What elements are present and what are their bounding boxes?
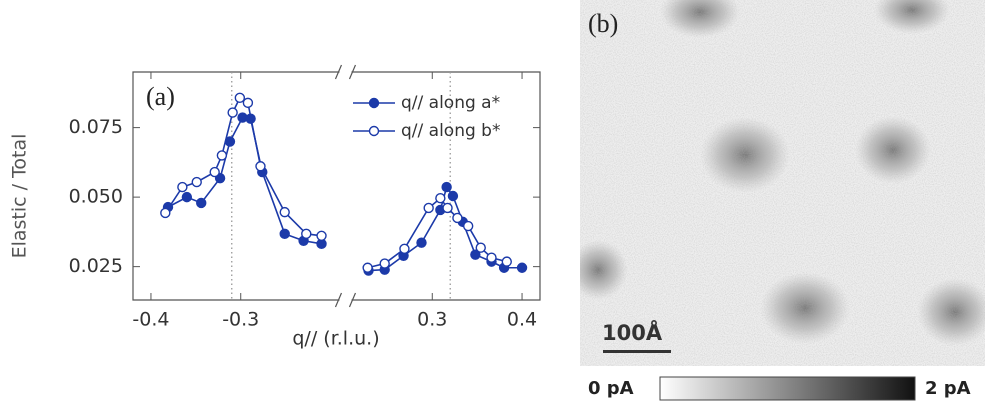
panel-label: (a) (146, 82, 175, 111)
axis-break (334, 64, 357, 80)
data-point (209, 166, 220, 178)
x-tick-label: -0.4 (132, 309, 169, 331)
data-point (486, 252, 497, 263)
scale-bar-label: 100Å (602, 320, 663, 345)
axis-frame (132, 71, 340, 301)
colorbar-label: 0 pA (588, 378, 634, 399)
legend-marker (368, 97, 380, 109)
data-point (181, 191, 193, 203)
panel-b: (b) 100Å 0 pA 2 pA (580, 0, 985, 401)
data-point (423, 202, 434, 214)
panel-label: (b) (588, 9, 618, 38)
data-point (416, 237, 427, 248)
x-axis-label: q// (r.l.u.) (292, 328, 379, 350)
data-point (475, 242, 486, 253)
data-point (279, 228, 290, 240)
x-tick-label: -0.3 (222, 309, 259, 331)
data-point (196, 197, 207, 209)
y-axis-label: Elastic / Total (9, 134, 31, 259)
colorbar-label: 2 pA (925, 378, 971, 399)
data-point (216, 150, 228, 161)
legend-label: q// along b* (401, 121, 500, 141)
data-point (279, 206, 290, 218)
data-point (447, 190, 459, 202)
data-point (177, 181, 188, 193)
scale-bar (603, 350, 671, 353)
data-point (399, 243, 410, 255)
data-point (516, 262, 528, 273)
data-point (160, 207, 171, 219)
x-tick-label: 0.3 (417, 309, 447, 331)
data-point (442, 202, 453, 214)
x-tick-label: 0.4 (507, 309, 537, 331)
data-point (227, 107, 238, 118)
axis-break (334, 292, 357, 308)
data-point (362, 262, 373, 273)
data-point (234, 92, 246, 104)
data-point (379, 258, 390, 269)
data-point (452, 212, 463, 224)
data-point (316, 230, 327, 241)
legend-marker (368, 125, 380, 137)
colorbar (659, 376, 916, 401)
y-tick-label: 0.075 (69, 116, 123, 138)
data-point (441, 181, 452, 193)
data-point (470, 249, 481, 260)
data-point (462, 220, 474, 232)
y-tick-label: 0.050 (69, 186, 123, 208)
y-tick-label: 0.025 (69, 255, 123, 277)
data-point (255, 161, 266, 172)
panel-a: Elastic / Total q// (r.l.u.) (a) 0.025 0.… (9, 64, 541, 350)
data-point (301, 228, 312, 240)
data-point (191, 176, 202, 188)
axis-frame (351, 71, 541, 301)
stm-image (580, 0, 985, 366)
data-point (435, 193, 446, 204)
data-point (242, 97, 254, 109)
legend-label: q// along a* (401, 93, 500, 113)
data-point (501, 256, 512, 267)
